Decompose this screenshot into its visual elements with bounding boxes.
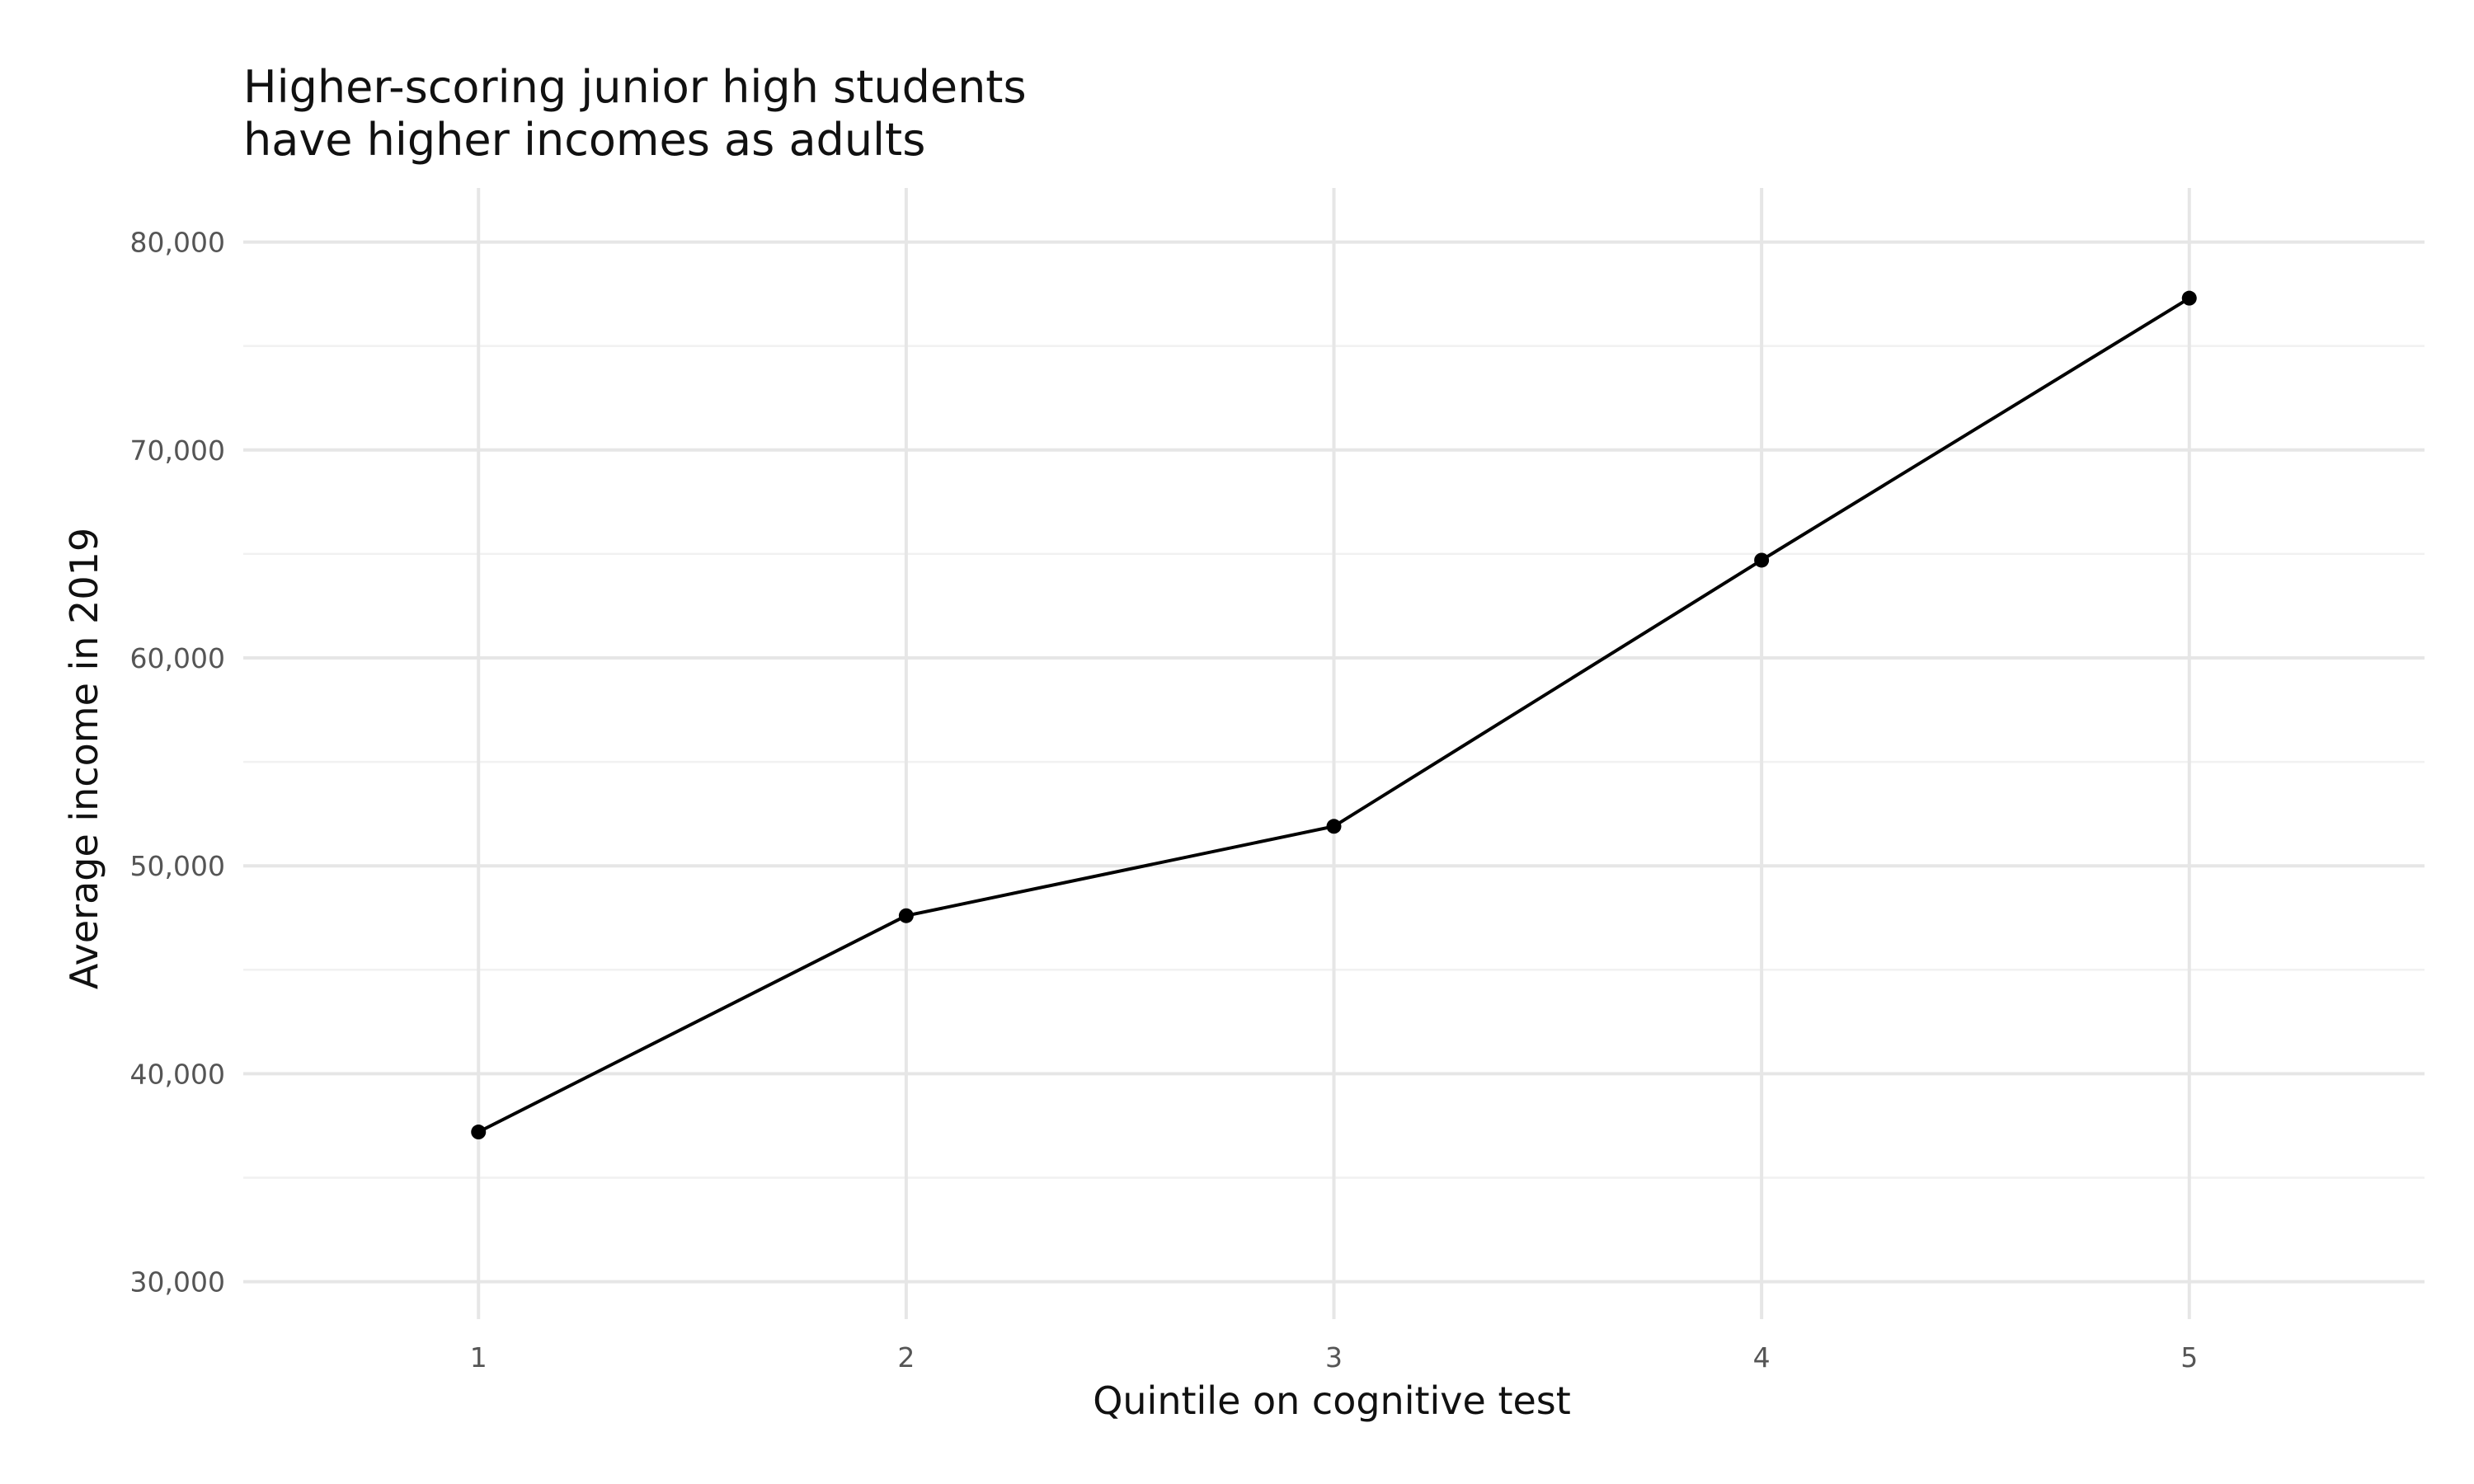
y-tick-label: 60,000 — [130, 642, 225, 674]
data-point-2 — [898, 908, 914, 923]
data-point-5 — [2181, 290, 2197, 306]
y-tick-label: 80,000 — [130, 227, 225, 259]
x-tick-label: 4 — [1753, 1341, 1771, 1374]
data-point-1 — [471, 1125, 487, 1140]
x-tick-label: 1 — [470, 1341, 487, 1374]
x-axis-title: Quintile on cognitive test — [1093, 1378, 1571, 1423]
x-tick-label: 5 — [2180, 1341, 2198, 1374]
series — [471, 290, 2197, 1140]
y-tick-label: 40,000 — [130, 1058, 225, 1090]
x-tick-label: 2 — [897, 1341, 915, 1374]
x-tick-label: 3 — [1325, 1341, 1343, 1374]
y-tick-label: 30,000 — [130, 1266, 225, 1298]
chart-title-line-1: Higher-scoring junior high students — [243, 61, 1027, 113]
grid — [243, 188, 2425, 1319]
data-point-3 — [1326, 819, 1342, 834]
y-tick-label: 50,000 — [130, 850, 225, 882]
chart-title-line-2: have higher incomes as adults — [243, 114, 925, 166]
data-point-4 — [1754, 552, 1770, 568]
y-axis-title: Average income in 2019 — [62, 528, 106, 989]
y-axis-ticks: 30,000 40,000 50,000 60,000 70,000 80,000 — [130, 227, 225, 1298]
y-tick-label: 70,000 — [130, 434, 225, 467]
x-axis-ticks: 1 2 3 4 5 — [470, 1341, 2199, 1374]
